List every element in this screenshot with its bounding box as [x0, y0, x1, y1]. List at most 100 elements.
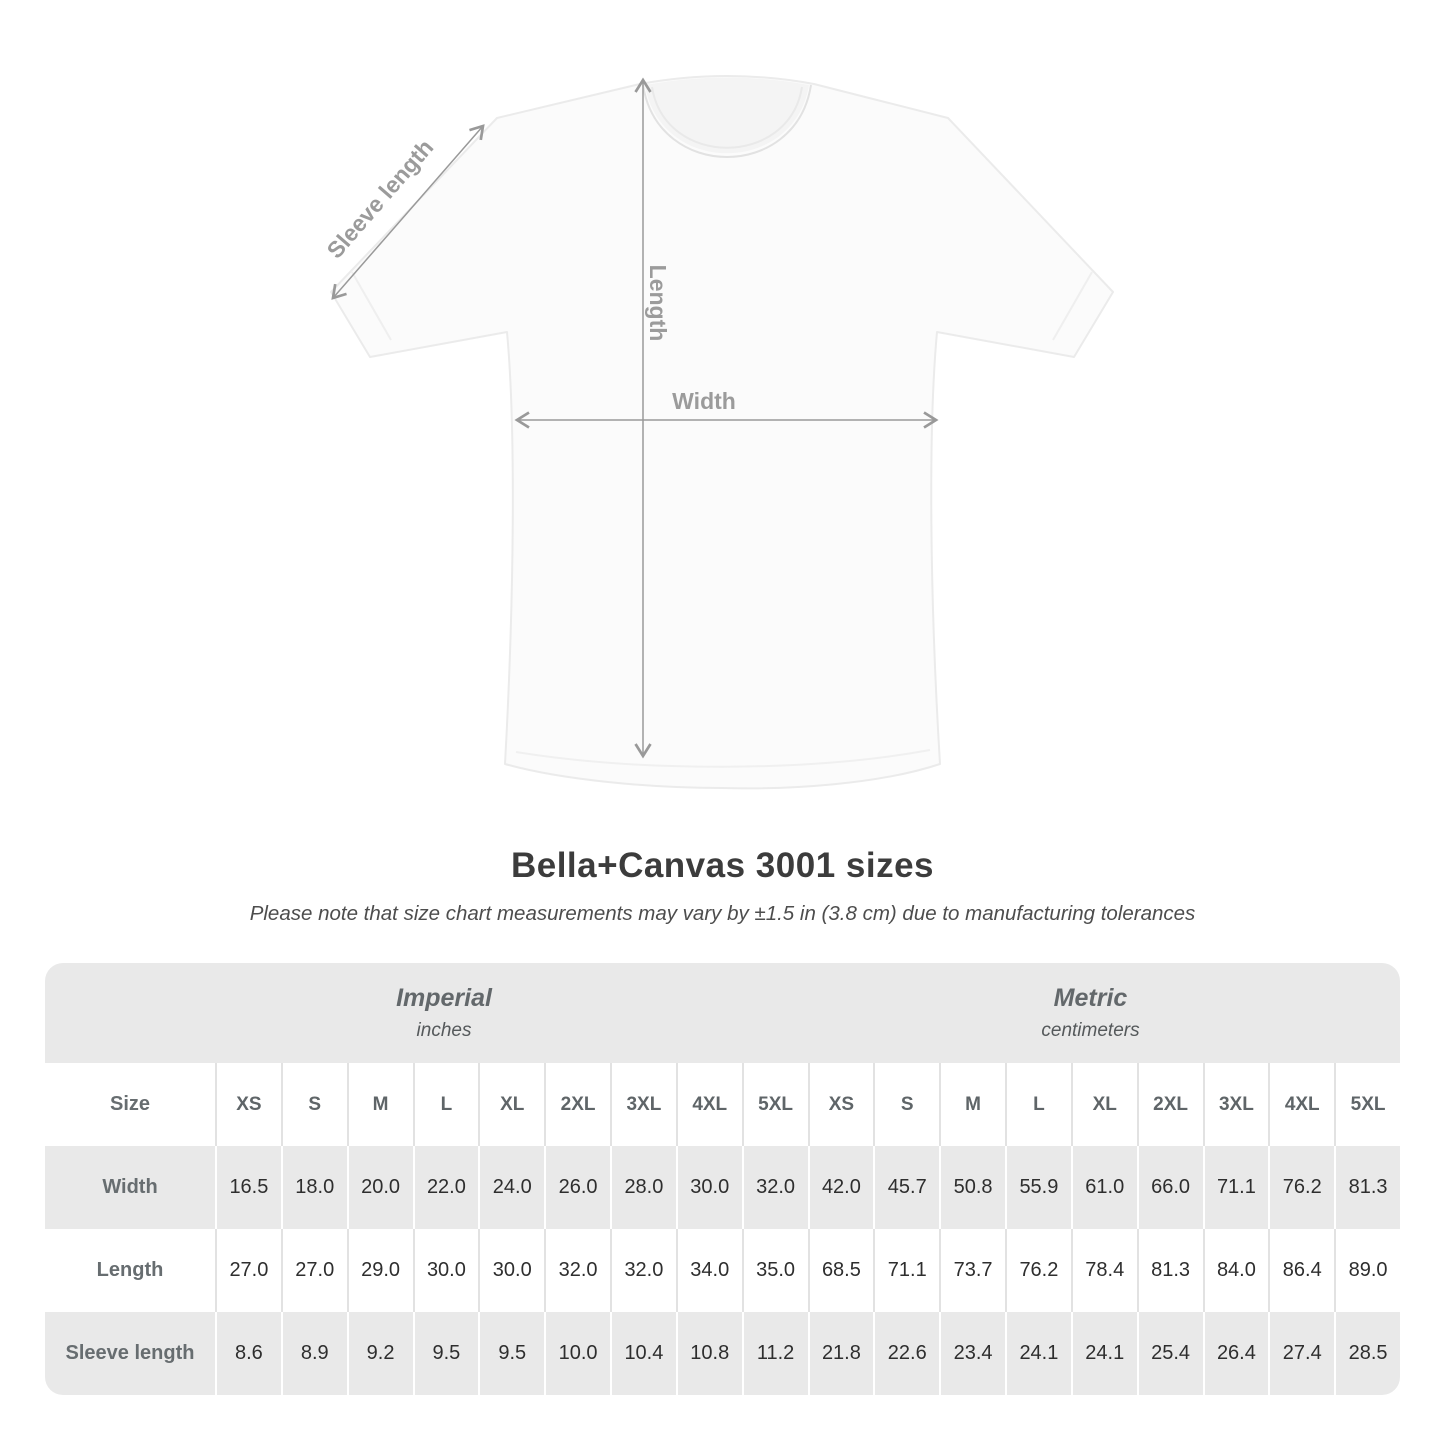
value-cell: 71.1 [873, 1229, 940, 1312]
size-header-cell: XL [1070, 1063, 1137, 1146]
size-header-cell: M [346, 1063, 413, 1146]
value-cell: 32.0 [610, 1229, 676, 1312]
value-cell: 20.0 [346, 1146, 413, 1229]
value-cell: 81.3 [1334, 1146, 1400, 1229]
size-header-cell: 4XL [1268, 1063, 1335, 1146]
unit-band: Imperial inches Metric centimeters [45, 963, 1400, 1063]
imperial-unit: inches [416, 1020, 472, 1041]
value-cell: 76.2 [1268, 1146, 1335, 1229]
width-label: Width [672, 388, 736, 414]
imperial-header: Imperial inches [45, 963, 807, 1063]
value-cell: 9.5 [412, 1312, 479, 1395]
right-cuff-seam [1052, 271, 1093, 341]
value-cell: 10.0 [544, 1312, 610, 1395]
value-cell: 71.1 [1202, 1146, 1269, 1229]
size-header-cell: XL [478, 1063, 545, 1146]
value-cell: 66.0 [1136, 1146, 1203, 1229]
value-cell: 10.8 [675, 1312, 742, 1395]
value-cell: 27.0 [280, 1229, 347, 1312]
size-chart-title: Bella+Canvas 3001 sizes [510, 846, 935, 885]
value-cell: 23.4 [939, 1312, 1005, 1395]
value-cell: 28.5 [1334, 1312, 1400, 1395]
value-cell: 24.1 [1005, 1312, 1071, 1395]
value-cell: 30.0 [675, 1146, 742, 1229]
table-row: Width 16.5 18.0 20.0 22.0 24.0 26.0 28.0 30.0 32.… [45, 1146, 1400, 1229]
value-cell: 24.0 [478, 1146, 545, 1229]
table-row: Size XS S M L XL 2XL 3XL 4XL 5XL XS S M L XL 2XL 3XL 4XL 5… [45, 1063, 1400, 1146]
size-header-cell: XS [807, 1063, 874, 1146]
value-cell: 42.0 [807, 1146, 874, 1229]
value-cell: 55.9 [1005, 1146, 1071, 1229]
heading: Bella+Canvas 3001 sizes Please note that… [0, 846, 1445, 926]
value-cell: 81.3 [1136, 1229, 1203, 1312]
value-cell: 25.4 [1136, 1312, 1203, 1395]
value-cell: 86.4 [1268, 1229, 1335, 1312]
size-header-cell: 3XL [610, 1063, 676, 1146]
size-header-cell: M [939, 1063, 1005, 1146]
size-label-cell: Size [45, 1063, 215, 1146]
size-header-cell: L [1005, 1063, 1071, 1146]
value-cell: 30.0 [412, 1229, 479, 1312]
value-cell: 9.2 [346, 1312, 413, 1395]
collar-inside [645, 77, 809, 154]
value-cell: 8.6 [215, 1312, 281, 1395]
row-label-cell: Length [45, 1229, 215, 1312]
value-cell: 78.4 [1070, 1229, 1137, 1312]
table-rows: Size XS S M L XL 2XL 3XL 4XL 5XL XS S M L XL 2XL 3XL 4XL 5… [45, 1063, 1400, 1395]
value-cell: 9.5 [478, 1312, 545, 1395]
value-cell: 22.6 [873, 1312, 940, 1395]
value-cell: 50.8 [939, 1146, 1005, 1229]
size-header-cell: 4XL [675, 1063, 742, 1146]
row-label-cell: Sleeve length [45, 1312, 215, 1395]
value-cell: 24.1 [1070, 1312, 1137, 1395]
row-label-cell: Width [45, 1146, 215, 1229]
value-cell: 29.0 [346, 1229, 413, 1312]
value-cell: 89.0 [1334, 1229, 1400, 1312]
size-header-cell: 2XL [544, 1063, 610, 1146]
collar [642, 84, 812, 158]
size-header-cell: 2XL [1136, 1063, 1203, 1146]
value-cell: 26.4 [1202, 1312, 1269, 1395]
tshirt-illustration: Sleeve length Length Width [322, 75, 1114, 790]
table-row: Length 27.0 27.0 29.0 30.0 30.0 32.0 32.0 34.0 35… [45, 1229, 1400, 1312]
value-cell: 61.0 [1070, 1146, 1137, 1229]
metric-header: Metric centimeters [807, 963, 1400, 1063]
size-chart-subtitle: Please note that size chart measurements… [249, 902, 1196, 925]
value-cell: 27.0 [215, 1229, 281, 1312]
tshirt-body [330, 75, 1114, 790]
size-header-cell: L [412, 1063, 479, 1146]
value-cell: 68.5 [807, 1229, 874, 1312]
value-cell: 11.2 [741, 1312, 808, 1395]
value-cell: 35.0 [741, 1229, 808, 1312]
sleeve-length-arrow [331, 124, 485, 300]
hem-stitch [515, 749, 931, 768]
value-cell: 10.4 [610, 1312, 676, 1395]
value-cell: 84.0 [1202, 1229, 1269, 1312]
size-header-cell: 5XL [741, 1063, 808, 1146]
value-cell: 27.4 [1268, 1312, 1335, 1395]
value-cell: 73.7 [939, 1229, 1005, 1312]
value-cell: 32.0 [544, 1229, 610, 1312]
table-row: Sleeve length 8.6 8.9 9.2 9.5 9.5 10.0 10.4 10.8… [45, 1312, 1400, 1395]
collar-seam [651, 86, 803, 149]
imperial-label: Imperial [396, 984, 492, 1012]
value-cell: 22.0 [412, 1146, 479, 1229]
size-table: Imperial inches Metric centimeters Size X… [45, 963, 1400, 1395]
value-cell: 8.9 [280, 1312, 347, 1395]
value-cell: 30.0 [478, 1229, 545, 1312]
value-cell: 34.0 [675, 1229, 742, 1312]
size-header-cell: 3XL [1202, 1063, 1269, 1146]
value-cell: 28.0 [610, 1146, 676, 1229]
metric-label: Metric [1053, 984, 1128, 1012]
value-cell: 21.8 [807, 1312, 874, 1395]
size-header-cell: 5XL [1334, 1063, 1400, 1146]
value-cell: 45.7 [873, 1146, 940, 1229]
value-cell: 18.0 [280, 1146, 347, 1229]
value-cell: 76.2 [1005, 1229, 1071, 1312]
size-header-cell: XS [215, 1063, 281, 1146]
length-label: Length [645, 265, 671, 342]
metric-unit: centimeters [1041, 1020, 1140, 1041]
value-cell: 32.0 [741, 1146, 808, 1229]
value-cell: 16.5 [215, 1146, 281, 1229]
